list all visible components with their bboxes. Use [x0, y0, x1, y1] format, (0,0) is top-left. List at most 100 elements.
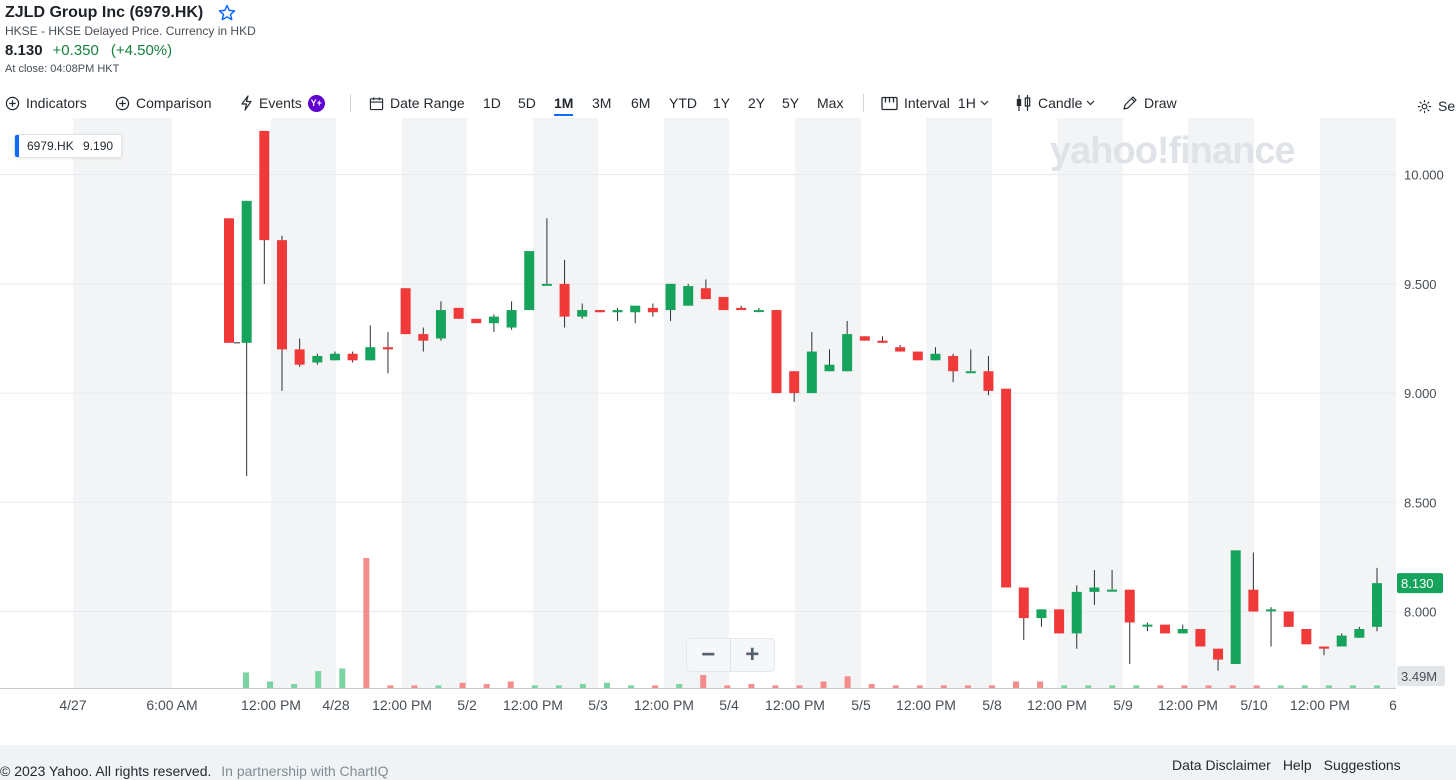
candle-body: [400, 288, 411, 335]
x-tick-label: 4/27: [59, 697, 86, 713]
date-range-button[interactable]: Date Range: [369, 90, 465, 116]
suggestions-link[interactable]: Suggestions: [1323, 757, 1401, 773]
candle-body: [789, 371, 800, 394]
indicators-button[interactable]: Indicators: [5, 90, 87, 116]
volume-bar: [1061, 685, 1068, 688]
volume-bar: [1037, 681, 1044, 688]
range-1y[interactable]: 1Y: [713, 95, 731, 111]
x-tick-label: 12:00 PM: [503, 697, 563, 713]
indicators-label: Indicators: [26, 95, 87, 111]
volume-bar: [603, 682, 610, 688]
candle-body: [1336, 635, 1347, 647]
copyright-text: © 2023 Yahoo. All rights reserved.: [0, 763, 212, 779]
candle-body: [753, 310, 764, 313]
chevron-down-icon: [980, 100, 989, 106]
events-button[interactable]: Events Y+: [240, 90, 325, 116]
range-5y[interactable]: 5Y: [782, 95, 800, 111]
volume-bar: [892, 685, 899, 688]
range-1m[interactable]: 1M: [554, 90, 574, 116]
candle-body: [930, 353, 941, 361]
data-disclaimer-link[interactable]: Data Disclaimer: [1172, 757, 1271, 773]
range-max[interactable]: Max: [817, 95, 844, 111]
settings-label: Se: [1438, 98, 1456, 114]
volume-bar: [411, 685, 418, 688]
star-icon[interactable]: [217, 3, 237, 23]
candlestick-icon: [1016, 95, 1031, 111]
x-tick-label: 12:00 PM: [241, 697, 301, 713]
candle-body: [506, 310, 517, 328]
zoom-in-button[interactable]: +: [745, 641, 760, 668]
range-6m[interactable]: 6M: [631, 95, 651, 111]
volume-bar: [387, 685, 394, 688]
volume-bar: [724, 685, 731, 688]
help-link[interactable]: Help: [1282, 757, 1312, 773]
yahoo-finance-watermark: yahoo!finance: [1050, 130, 1296, 172]
candle-body: [312, 355, 323, 363]
volume-bar: [1205, 685, 1212, 688]
y-tick-label: 10.000: [1404, 168, 1444, 183]
volume-bar: [844, 676, 851, 688]
plus-circle-icon: [5, 96, 20, 110]
candle-body: [524, 251, 535, 311]
chart-area[interactable]: 10.000 9.500 9.000 8.500 8.000 8.130 3.49M 4/27…: [0, 118, 1456, 720]
candle-body: [842, 334, 853, 372]
volume-bar: [1253, 685, 1260, 688]
symbol-legend[interactable]: 6979.HK 9.190: [14, 134, 123, 158]
settings-button[interactable]: Se: [1417, 93, 1455, 119]
interval-button[interactable]: Interval 1H: [881, 90, 995, 116]
candle-body: [647, 307, 658, 313]
range-1d[interactable]: 1D: [483, 95, 501, 111]
candle-body: [1124, 589, 1135, 623]
volume-bar: [916, 685, 923, 688]
candle-body: [559, 283, 570, 317]
volume-bar: [291, 684, 298, 688]
x-tick-label: 12:00 PM: [372, 697, 432, 713]
volume-bar: [820, 681, 827, 688]
x-tick-label: 5/4: [719, 697, 739, 713]
range-2y[interactable]: 2Y: [748, 95, 766, 111]
candle-body: [347, 353, 358, 361]
volume-bar: [1133, 685, 1140, 688]
range-3m[interactable]: 3M: [592, 95, 612, 111]
draw-button[interactable]: Draw: [1122, 90, 1177, 116]
close-time: At close: 04:08PM HKT: [5, 63, 120, 75]
legend-symbol: 6979.HK: [27, 139, 74, 153]
candle-body: [329, 353, 340, 361]
candle-body: [259, 130, 270, 241]
candle-body: [1018, 587, 1029, 619]
volume-bar: [363, 558, 370, 688]
x-tick-label: 12:00 PM: [896, 697, 956, 713]
events-premium-badge: Y+: [307, 94, 325, 112]
candle-body: [488, 316, 499, 324]
volume-bar: [435, 685, 442, 688]
pencil-icon: [1123, 96, 1137, 110]
candle-body: [294, 349, 305, 365]
candle-body: [418, 334, 429, 341]
x-tick-label: 6:00 AM: [146, 697, 197, 713]
chart-type-button[interactable]: Candle: [1015, 90, 1101, 116]
range-5d[interactable]: 5D: [518, 95, 536, 111]
comparison-button[interactable]: Comparison: [115, 90, 211, 116]
x-tick-label: 5/9: [1113, 697, 1133, 713]
volume-bar: [579, 684, 586, 688]
volume-bar: [964, 685, 971, 688]
candle-body: [1319, 646, 1330, 649]
y-tick-label: 8.000: [1404, 605, 1437, 620]
candle-body: [983, 371, 994, 391]
volume-bar: [243, 672, 249, 688]
session-band: [926, 118, 992, 688]
range-ytd[interactable]: YTD: [669, 95, 697, 111]
quote-header: ZJLD Group Inc (6979.HK) HKSE - HKSE Del…: [5, 2, 256, 75]
date-range-label: Date Range: [390, 95, 465, 111]
volume-bar: [628, 685, 635, 688]
zoom-out-button[interactable]: −: [687, 639, 731, 671]
footer-links: Data Disclaimer Help Suggestions: [1172, 757, 1401, 773]
y-tick-label: 9.000: [1404, 386, 1437, 401]
price-chart[interactable]: 10.000 9.500 9.000 8.500 8.000 8.130 3.49M 4/27…: [0, 118, 1456, 720]
interval-value: 1H: [957, 95, 976, 111]
candle-body: [683, 286, 694, 306]
comparison-label: Comparison: [136, 95, 212, 111]
volume-bar: [1013, 681, 1020, 688]
plus-circle-icon: [115, 96, 130, 110]
volume-bar: [1325, 685, 1332, 688]
